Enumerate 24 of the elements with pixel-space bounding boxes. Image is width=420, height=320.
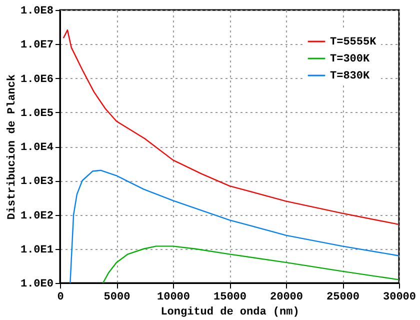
x-tick-label: 10000: [156, 292, 190, 304]
x-tick-label: 30000: [382, 292, 416, 304]
y-tick-label: 1.0E7: [20, 40, 54, 52]
line-series: [62, 29, 399, 226]
legend-label: T=830K: [330, 70, 370, 82]
x-tick-label: 25000: [326, 292, 360, 304]
y-tick-label: 1.0E5: [20, 108, 54, 120]
x-tick-label: 0: [57, 292, 64, 304]
y-tick-label: 1.0E1: [20, 244, 54, 256]
y-axis-title: Distribucion de Planck: [6, 74, 18, 220]
line-series: [70, 170, 399, 283]
y-tick-label: 1.0E3: [20, 176, 54, 188]
legend-label: T=300K: [330, 54, 370, 66]
y-tick-label: 1.0E6: [20, 74, 54, 86]
legend-label: T=5555K: [330, 36, 377, 48]
x-tick-label: 5000: [104, 292, 130, 304]
y-tick-label: 1.0E2: [20, 210, 54, 222]
y-tick-label: 1.0E0: [20, 278, 54, 290]
x-tick-label: 20000: [270, 292, 304, 304]
y-tick-label: 1.0E8: [20, 6, 54, 18]
x-axis-title: Longitud de onda (nm): [160, 306, 300, 318]
x-tick-label: 15000: [213, 292, 247, 304]
y-tick-label: 1.0E4: [20, 142, 54, 154]
line-series: [102, 246, 399, 283]
